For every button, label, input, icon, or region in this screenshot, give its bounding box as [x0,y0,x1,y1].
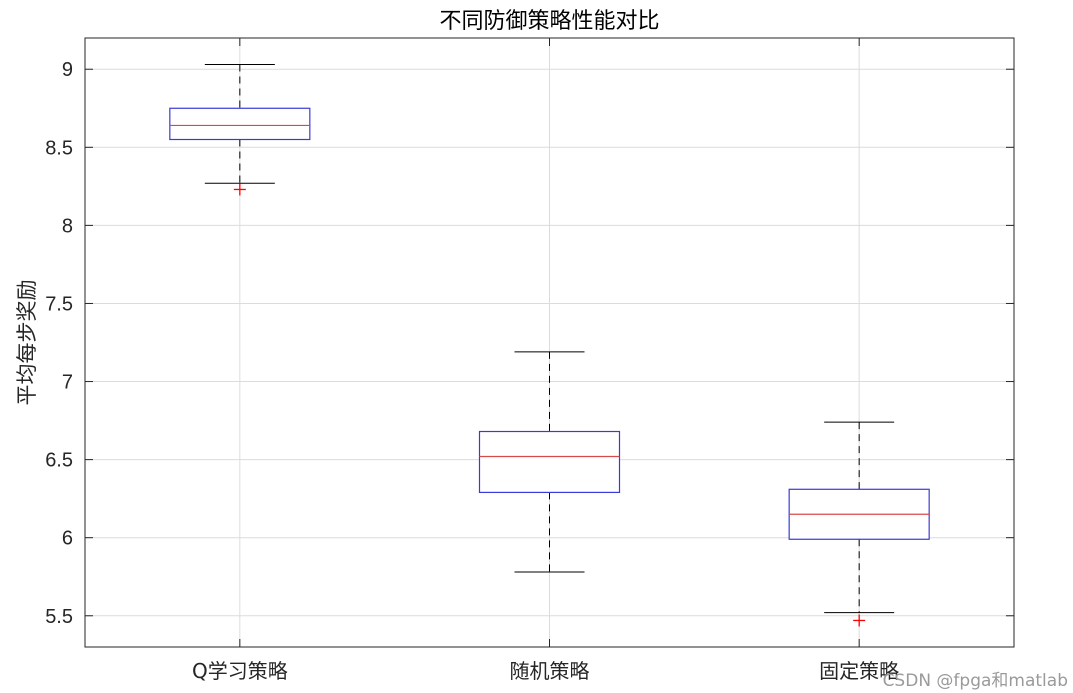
y-tick-label: 7.5 [45,293,73,315]
box-group [169,64,311,196]
x-category-label: 随机策略 [510,659,590,683]
chart-title: 不同防御策略性能对比 [439,9,659,34]
y-tick-label: 6 [62,528,73,550]
y-tick-label: 8.5 [45,137,73,159]
axes-frame [84,37,1015,648]
y-tick-label: 9 [62,59,73,81]
y-tick-label: 5.5 [45,606,73,628]
x-category-label: Q学习策略 [192,659,288,683]
y-axis-label: 平均每步奖励 [15,280,39,406]
y-tick-labels: 5.5 6 6.5 7 7.5 8 8.5 9 [45,59,73,628]
watermark-text: CSDN @fpga和matlab [883,671,1068,691]
outlier-marker [853,614,866,627]
outlier-marker [233,183,246,196]
x-category-label: 固定策略 [819,659,899,683]
y-tick-label: 7 [62,372,73,394]
box-group [788,421,930,627]
x-tick-labels: Q学习策略 随机策略 固定策略 [192,659,899,683]
grid-lines [85,38,1014,647]
boxes-layer [169,64,930,627]
iqr-box [478,430,621,494]
y-tick-label: 8 [62,215,73,237]
iqr-box [169,107,311,141]
box-group [478,351,621,573]
y-tick-label: 6.5 [45,450,73,472]
